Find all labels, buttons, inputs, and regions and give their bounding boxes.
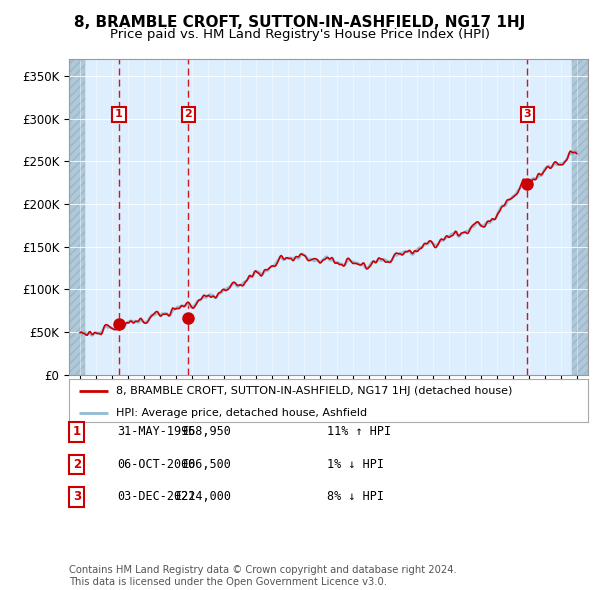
Text: Price paid vs. HM Land Registry's House Price Index (HPI): Price paid vs. HM Land Registry's House … xyxy=(110,28,490,41)
Text: 03-DEC-2021: 03-DEC-2021 xyxy=(117,490,196,503)
Text: 3: 3 xyxy=(73,490,81,503)
Text: 2: 2 xyxy=(185,110,193,119)
Text: £58,950: £58,950 xyxy=(181,425,231,438)
Text: 8, BRAMBLE CROFT, SUTTON-IN-ASHFIELD, NG17 1HJ: 8, BRAMBLE CROFT, SUTTON-IN-ASHFIELD, NG… xyxy=(74,15,526,30)
Text: HPI: Average price, detached house, Ashfield: HPI: Average price, detached house, Ashf… xyxy=(116,408,367,418)
Text: 2: 2 xyxy=(73,458,81,471)
Text: 3: 3 xyxy=(524,110,531,119)
Text: 31-MAY-1996: 31-MAY-1996 xyxy=(117,425,196,438)
Text: 1: 1 xyxy=(73,425,81,438)
Text: 8, BRAMBLE CROFT, SUTTON-IN-ASHFIELD, NG17 1HJ (detached house): 8, BRAMBLE CROFT, SUTTON-IN-ASHFIELD, NG… xyxy=(116,386,512,396)
Text: £224,000: £224,000 xyxy=(174,490,231,503)
Text: 1% ↓ HPI: 1% ↓ HPI xyxy=(327,458,384,471)
Text: 11% ↑ HPI: 11% ↑ HPI xyxy=(327,425,391,438)
Bar xyxy=(572,59,588,375)
Text: 1: 1 xyxy=(115,110,123,119)
Text: Contains HM Land Registry data © Crown copyright and database right 2024.
This d: Contains HM Land Registry data © Crown c… xyxy=(69,565,457,587)
Text: 06-OCT-2000: 06-OCT-2000 xyxy=(117,458,196,471)
Bar xyxy=(69,59,85,375)
Text: £66,500: £66,500 xyxy=(181,458,231,471)
Text: 8% ↓ HPI: 8% ↓ HPI xyxy=(327,490,384,503)
